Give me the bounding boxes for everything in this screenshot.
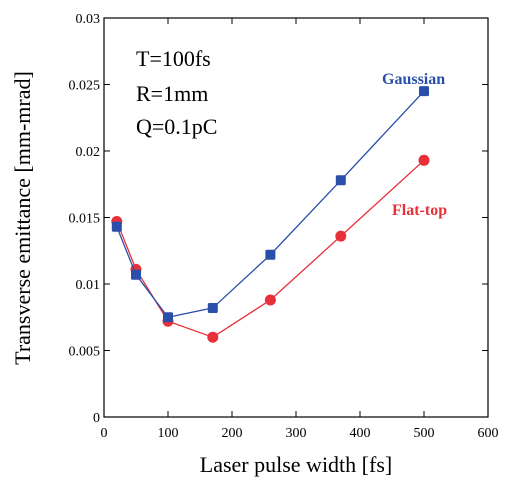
- data-point-flat-top: [335, 231, 346, 242]
- x-tick-label: 600: [478, 426, 499, 441]
- x-axis-label: Laser pulse width [fs]: [200, 452, 392, 477]
- legend-flat-top: Flat-top: [392, 202, 447, 219]
- data-point-flat-top: [207, 332, 218, 343]
- annotation-radius: R=1mm: [136, 81, 208, 106]
- annotation-charge: Q=0.1pC: [136, 114, 217, 139]
- x-tick-label: 400: [350, 426, 371, 441]
- x-tick-label: 500: [414, 426, 435, 441]
- y-tick-label: 0.03: [76, 12, 101, 27]
- data-point-gaussian: [131, 270, 141, 280]
- y-tick-label: 0.025: [69, 79, 101, 94]
- y-tick-label: 0.015: [69, 212, 101, 227]
- x-tick-label: 200: [222, 426, 243, 441]
- data-point-flat-top: [265, 294, 276, 305]
- y-tick-label: 0: [93, 411, 100, 426]
- data-point-gaussian: [163, 312, 173, 322]
- x-tick-label: 0: [101, 426, 108, 441]
- y-tick-label: 0.01: [76, 278, 101, 293]
- data-point-gaussian: [112, 222, 122, 232]
- y-tick-label: 0.005: [69, 345, 101, 360]
- y-axis-label: Transverse emittance [mm-mrad]: [10, 71, 35, 365]
- x-tick-label: 300: [286, 426, 307, 441]
- data-point-flat-top: [419, 155, 430, 166]
- series-flat-top: [111, 155, 429, 343]
- annotation-temperature: T=100fs: [136, 46, 211, 71]
- y-tick-label: 0.02: [76, 145, 101, 160]
- legend-gaussian: Gaussian: [382, 71, 445, 88]
- x-tick-label: 100: [158, 426, 179, 441]
- data-point-gaussian: [336, 175, 346, 185]
- data-point-gaussian: [208, 303, 218, 313]
- data-point-gaussian: [265, 250, 275, 260]
